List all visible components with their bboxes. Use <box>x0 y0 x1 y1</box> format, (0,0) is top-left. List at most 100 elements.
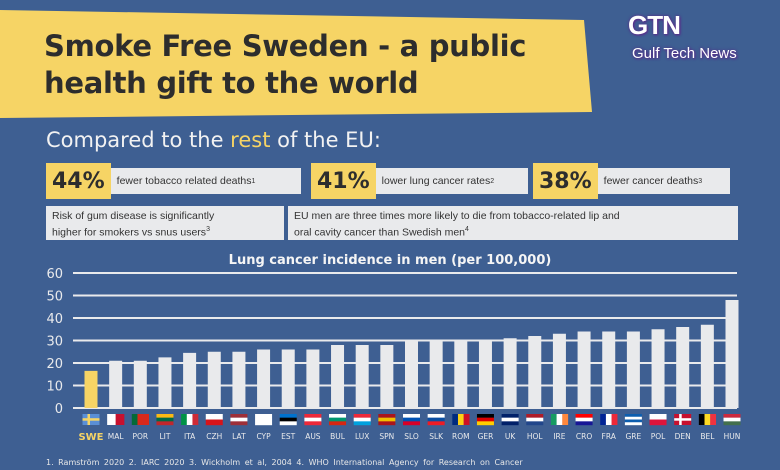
stat-card: 41% lower lung cancer rates 2 <box>311 163 528 199</box>
x-tick-label: UK <box>505 432 516 441</box>
section-subtitle: Compared to the rest of the EU: <box>46 128 381 152</box>
bar-mal <box>109 360 123 408</box>
stat-card: 44% fewer tobacco related deaths 1 <box>46 163 301 199</box>
bar-por <box>133 360 147 408</box>
bar-spn <box>380 345 394 408</box>
flag-icon-swe <box>82 414 100 425</box>
note-line: EU men are three times more likely to di… <box>294 210 620 222</box>
flag-icon-bul <box>329 414 347 426</box>
flag-icon-bel <box>698 414 717 425</box>
bar-uk <box>503 338 517 408</box>
y-tick-label: 20 <box>46 357 63 372</box>
flag-icon-por <box>131 414 150 425</box>
flag-icon-mal <box>107 414 125 425</box>
stat-text: lower lung cancer rates <box>381 175 491 187</box>
x-tick-label: IRE <box>553 432 565 441</box>
x-tick-label: SPN <box>379 432 394 441</box>
footnotes: 1. Ramström 2020 2. IARC 2020 3. Wickhol… <box>46 458 523 467</box>
bar-den <box>676 327 690 408</box>
note-line: higher for smokers vs snus users3 <box>52 223 278 240</box>
x-tick-label: HOL <box>527 432 544 441</box>
y-tick-label: 50 <box>46 290 63 305</box>
x-tick-label: SLK <box>429 432 444 441</box>
flag-icon-aus <box>304 414 322 426</box>
flag-icon-lux <box>353 414 371 426</box>
stat-value: 44% <box>46 163 111 199</box>
footnote-ref: 4 <box>465 226 469 233</box>
x-tick-label: GER <box>478 432 494 441</box>
y-tick-label: 0 <box>55 402 63 417</box>
bar-gre <box>626 331 640 408</box>
subtitle-highlight: rest <box>230 128 271 152</box>
flag-icon-gre <box>624 414 642 426</box>
flag-icon-uk <box>501 414 519 426</box>
x-tick-label: CRO <box>576 432 592 441</box>
bar-ita <box>183 352 197 408</box>
stat-label: fewer cancer deaths 3 <box>597 168 730 194</box>
flag-icon-spn <box>378 414 396 426</box>
bar-est <box>281 349 295 408</box>
bar-hol <box>528 336 542 408</box>
flag-icon-cro <box>575 414 593 426</box>
flag-icon-den <box>674 414 692 425</box>
note-line: oral cavity cancer than Swedish men4 <box>294 223 732 240</box>
flag-icon-lit <box>156 414 174 426</box>
flag-icon-slk <box>427 414 445 426</box>
note-text: oral cavity cancer than Swedish men <box>294 226 465 239</box>
x-tick-label: FRA <box>602 432 617 441</box>
flag-icon-pol <box>649 414 667 426</box>
bar-ger <box>478 340 492 408</box>
bar-hun <box>725 300 739 408</box>
flag-icon-slo <box>403 414 420 426</box>
x-tick-label: LUX <box>355 432 369 441</box>
flag-icon-ire <box>550 414 569 425</box>
subtitle-text-end: of the EU: <box>270 128 381 152</box>
title-line-1: Smoke Free Sweden - a public <box>44 29 527 63</box>
x-tick-label: HUN <box>724 432 741 441</box>
bar-cyp <box>257 349 271 408</box>
bar-bul <box>331 345 345 408</box>
x-tick-label: EST <box>281 432 295 441</box>
chart-title: Lung cancer incidence in men (per 100,00… <box>228 253 552 268</box>
bar-cro <box>577 331 591 408</box>
x-tick-label: LIT <box>159 432 170 441</box>
x-tick-label: MAL <box>108 432 125 441</box>
subtitle-text: Compared to the <box>46 128 231 152</box>
bar-slk <box>429 340 443 408</box>
bar-slo <box>405 340 418 408</box>
note-line: Risk of gum disease is significantly <box>52 210 215 222</box>
bar-ire <box>552 333 566 408</box>
flag-icon-hol <box>526 414 544 426</box>
note-box: Risk of gum disease is significantly hig… <box>46 206 284 240</box>
flag-icon-ger <box>476 414 494 426</box>
stat-value: 41% <box>311 163 376 199</box>
stat-card: 38% fewer cancer deaths 3 <box>533 163 730 199</box>
footnote-ref: 2 <box>490 177 495 185</box>
logo-text: GTN <box>628 10 681 40</box>
footnote-ref: 3 <box>206 226 210 233</box>
page-title: Smoke Free Sweden - a public health gift… <box>44 28 526 102</box>
bar-bel <box>700 324 714 408</box>
x-tick-label: DEN <box>675 432 691 441</box>
bar-fra <box>602 331 616 408</box>
flag-icon-cyp <box>255 414 273 426</box>
bar-lat <box>232 351 246 408</box>
x-tick-label: BEL <box>700 432 715 441</box>
flag-icon-fra <box>600 414 618 425</box>
x-tick-label: AUS <box>305 432 321 441</box>
bar-pol <box>651 329 665 408</box>
stat-label: fewer tobacco related deaths 1 <box>110 168 301 194</box>
x-tick-label: SLO <box>404 432 419 441</box>
bar-swe <box>84 370 98 408</box>
x-tick-label: CYP <box>256 432 271 441</box>
logo-subtext: Gulf Tech News <box>632 45 737 62</box>
x-tick-label: ITA <box>184 432 196 441</box>
flag-icon-ita <box>181 414 199 425</box>
flag-icon-est <box>279 414 297 426</box>
footnote-ref: 1 <box>251 177 256 185</box>
bar-lit <box>158 357 172 408</box>
bar-aus <box>306 349 320 408</box>
title-banner <box>0 10 592 118</box>
stat-label: lower lung cancer rates 2 <box>375 168 528 194</box>
